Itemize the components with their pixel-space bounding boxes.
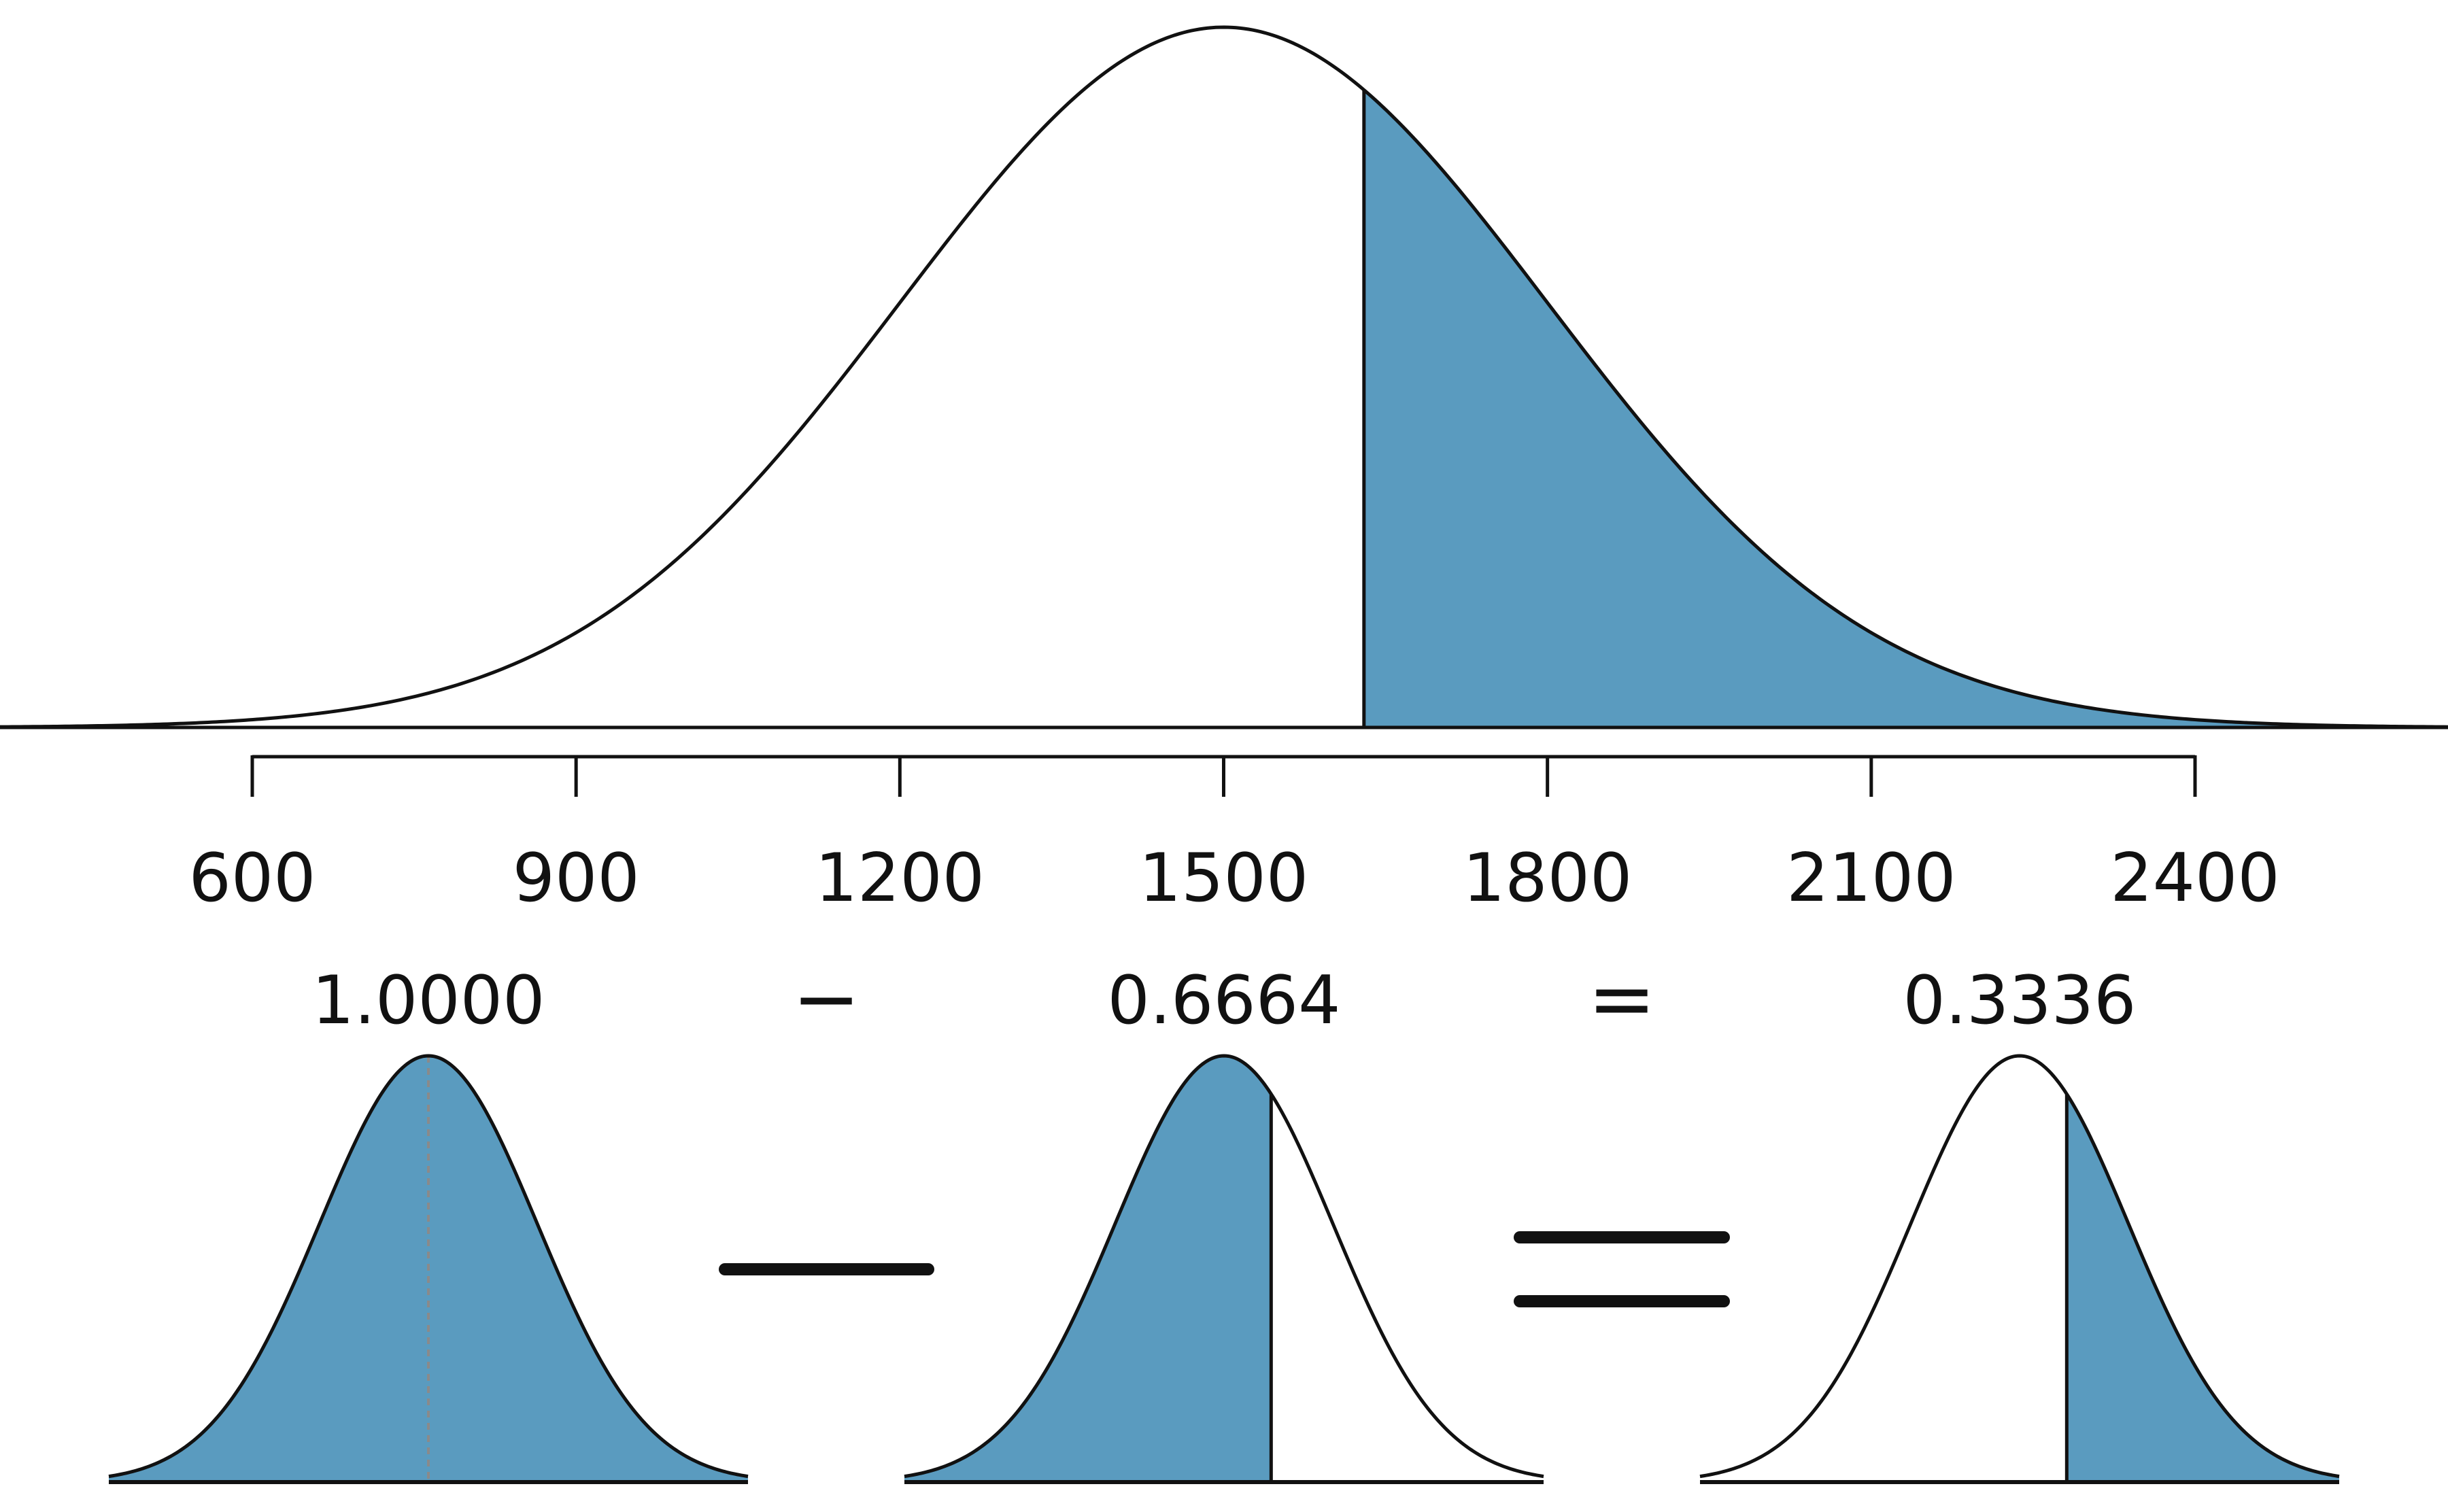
small-shaded-area (2067, 1094, 2339, 1482)
small-shaded-area (904, 1056, 1272, 1482)
left-area-label: 0.6664 (1108, 962, 1341, 1040)
main-upper-tail-shaded-area (1363, 90, 2448, 728)
x-axis-tick-label: 1800 (1463, 840, 1632, 917)
equals-symbol-label: = (1588, 952, 1656, 1046)
x-axis-tick-label: 2100 (1786, 840, 1956, 917)
x-axis-tick-label: 900 (513, 840, 640, 917)
main-distribution (0, 25, 2448, 729)
small-normal-curve (108, 1054, 749, 1479)
x-axis-tick-label: 2400 (2110, 840, 2279, 917)
total-area-label: 1.0000 (312, 962, 545, 1040)
x-axis-tick-label: 1500 (1139, 840, 1308, 917)
small-curve-total (108, 1054, 749, 1484)
main-normal-curve (0, 25, 2448, 729)
minus-symbol-label: − (792, 952, 861, 1046)
small-normal-curve (1699, 1054, 2340, 1479)
x-axis-tick-label: 1200 (815, 840, 985, 917)
x-axis-tick-label: 600 (188, 840, 316, 917)
result-area-label: 0.3336 (1903, 962, 2137, 1040)
small-normal-curve (904, 1054, 1544, 1479)
x-axis: 600 900 1200 1500 1800 2100 2400 (188, 755, 2280, 917)
small-curve-left-area (904, 1054, 1544, 1484)
small-curve-result (1699, 1054, 2340, 1484)
